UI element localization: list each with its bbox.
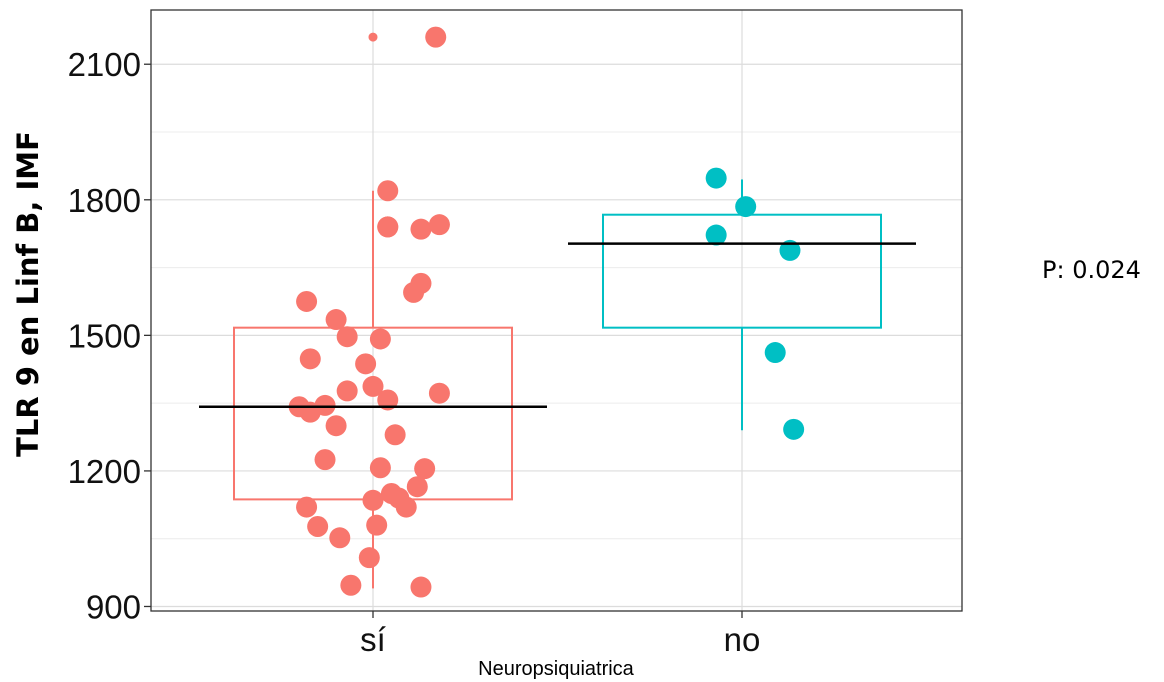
data-point (428, 214, 450, 236)
data-point (369, 328, 391, 350)
data-point (377, 216, 399, 238)
data-point (705, 224, 727, 246)
y-tick-label: 900 (86, 588, 141, 625)
data-point (428, 382, 450, 404)
data-point (336, 380, 358, 402)
p-value-annotation: P: 0.024 (1042, 256, 1141, 284)
y-tick-label: 1800 (68, 182, 141, 219)
data-point (362, 375, 384, 397)
plot-panel-border (150, 9, 963, 612)
data-point (414, 458, 436, 480)
data-point (384, 424, 406, 446)
x-tick-label: sí (360, 621, 386, 658)
data-point (296, 496, 318, 518)
data-point (403, 281, 425, 303)
data-point (705, 167, 727, 189)
data-point (395, 496, 417, 518)
data-point (377, 180, 399, 202)
data-point (377, 389, 399, 411)
data-point (299, 348, 321, 370)
outlier-point (368, 32, 378, 42)
data-point (779, 239, 801, 261)
y-tick-label: 1500 (68, 317, 141, 354)
data-point (296, 290, 318, 312)
data-point (299, 401, 321, 423)
data-point (358, 547, 380, 569)
y-tick-label: 1200 (68, 453, 141, 490)
data-point (783, 418, 805, 440)
data-point (410, 218, 432, 240)
y-axis-ticks: 900 1200 1500 1800 2100 (68, 46, 151, 625)
data-point (425, 26, 447, 48)
data-point (362, 489, 384, 511)
data-point (314, 449, 336, 471)
grid-lines (151, 10, 962, 611)
data-point (355, 353, 377, 375)
data-point (325, 415, 347, 437)
x-tick-label: no (724, 621, 761, 658)
data-point (406, 476, 428, 498)
x-axis-label: Neuropsiquiatrica (478, 658, 635, 680)
data-point (764, 342, 786, 364)
x-axis-ticks: sí no (360, 611, 760, 658)
data-point (307, 515, 329, 537)
y-axis-label: TLR 9 en Linf B, IMF (11, 131, 45, 457)
data-point (369, 457, 391, 479)
y-tick-label: 2100 (68, 46, 141, 83)
data-point (329, 527, 351, 549)
data-point (735, 196, 757, 218)
data-point (336, 326, 358, 348)
data-point (366, 514, 388, 536)
data-point (325, 309, 347, 331)
points-layer (199, 26, 916, 598)
data-point (340, 574, 362, 596)
data-point (410, 576, 432, 598)
